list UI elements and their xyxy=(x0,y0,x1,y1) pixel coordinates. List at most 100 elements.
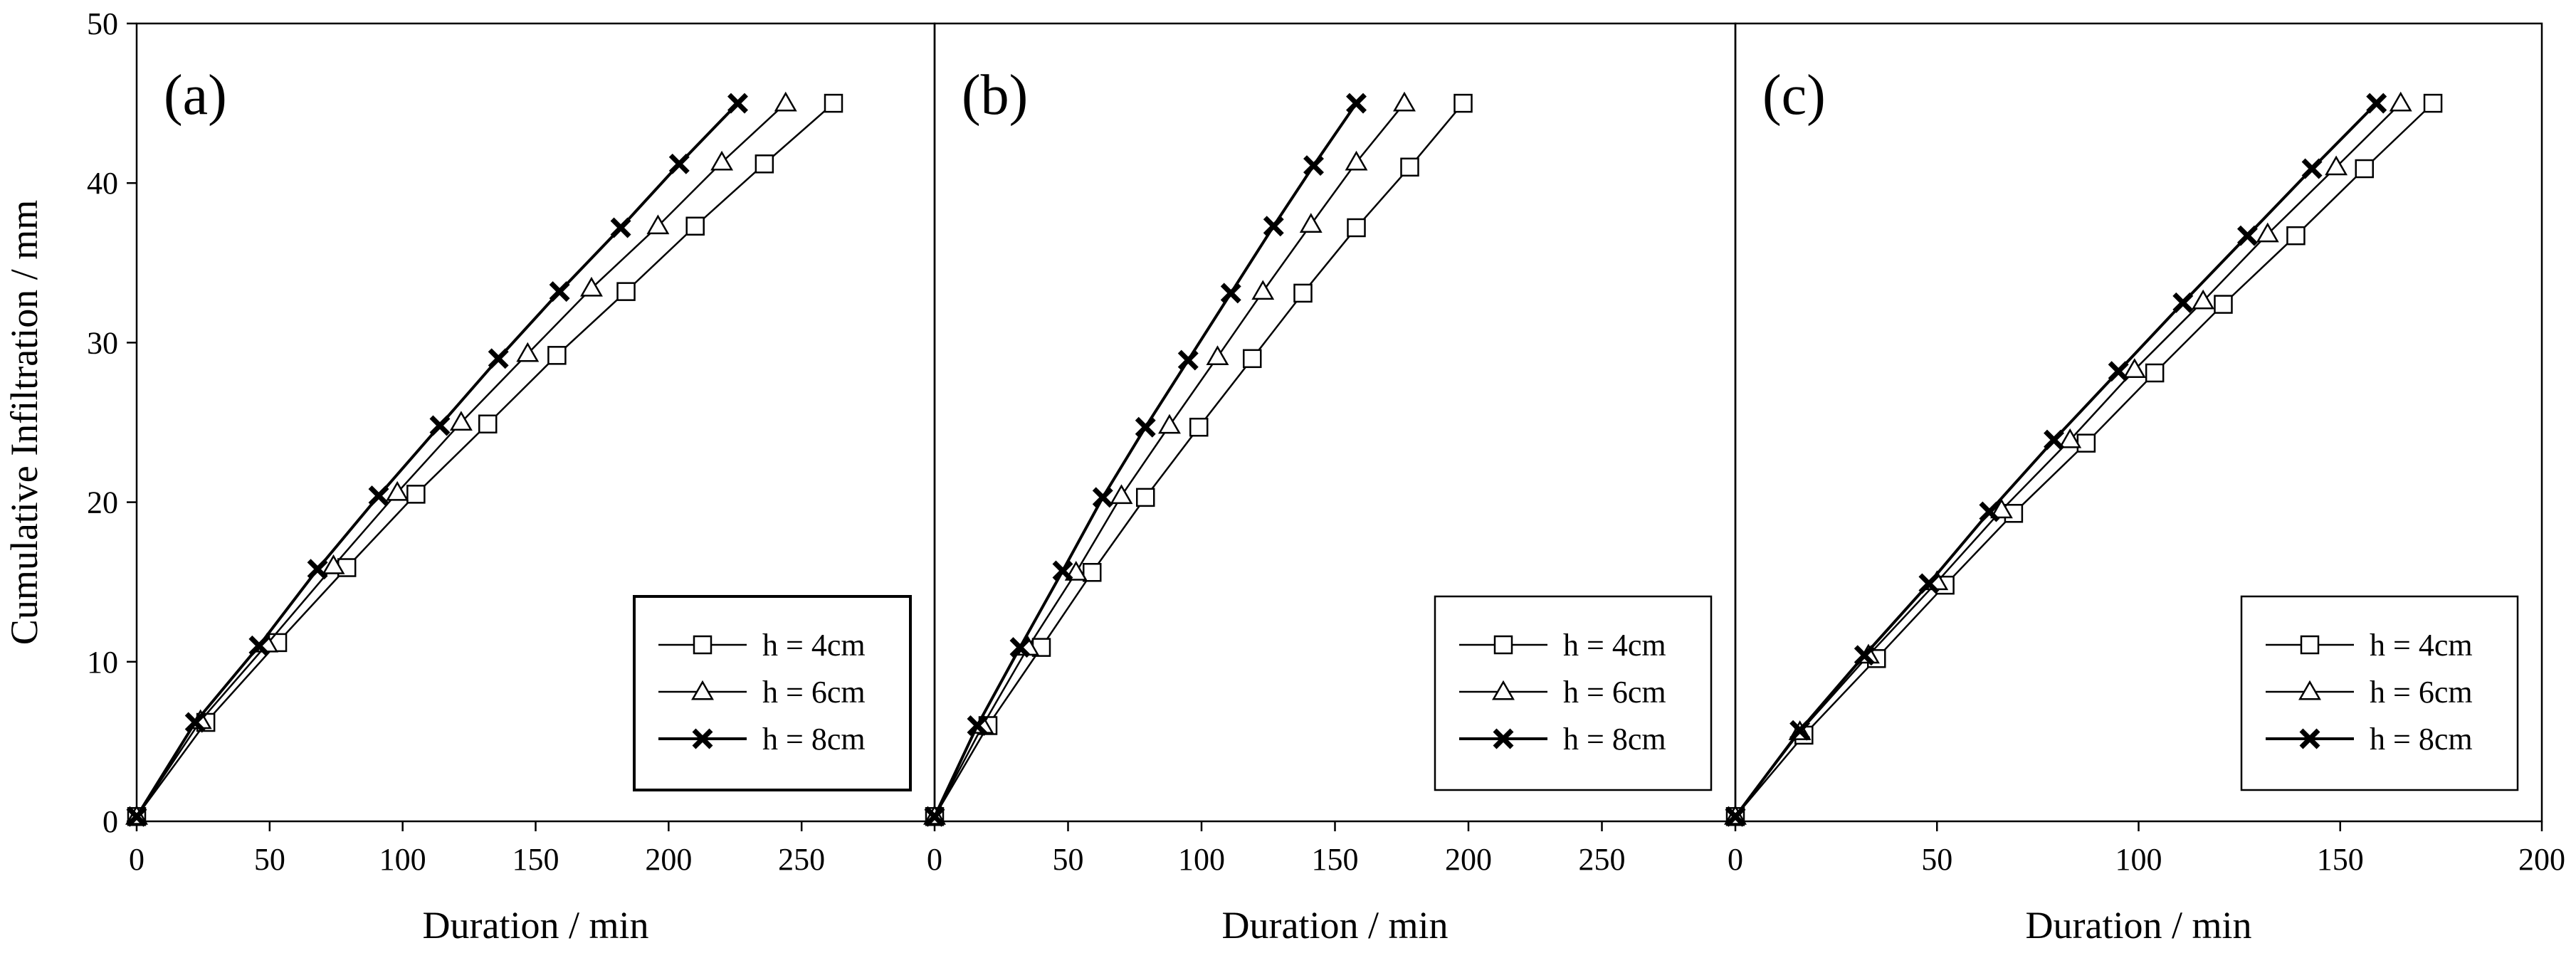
data-point xyxy=(685,216,705,236)
legend-entry: h = 8cm xyxy=(2266,722,2473,757)
x-tick-label: 200 xyxy=(1445,842,1492,877)
data-point xyxy=(386,480,409,501)
data-point xyxy=(1136,488,1155,507)
series-x xyxy=(924,93,1367,827)
data-point xyxy=(1303,155,1324,177)
data-point xyxy=(1009,637,1031,658)
data-point xyxy=(1052,560,1073,581)
legend-marker xyxy=(1492,680,1515,700)
legend-box xyxy=(2240,595,2519,791)
data-point xyxy=(1158,414,1181,434)
data-point xyxy=(1989,498,2013,519)
data-point xyxy=(967,715,988,736)
data-point xyxy=(549,281,570,302)
series-line xyxy=(933,102,1464,817)
panel-label: (c) xyxy=(1762,64,1826,127)
data-point xyxy=(924,806,945,827)
data-point xyxy=(2366,93,2387,114)
data-point xyxy=(774,91,797,112)
data-point xyxy=(126,806,147,827)
x-tick-label: 100 xyxy=(379,842,426,877)
data-point xyxy=(2123,358,2146,378)
data-point xyxy=(1400,157,1419,177)
y-tick-label: 10 xyxy=(87,645,118,680)
data-point xyxy=(2301,158,2323,179)
series-square xyxy=(925,93,1473,826)
legend-marker xyxy=(692,728,713,749)
data-point xyxy=(1110,484,1133,505)
legend-label: h = 6cm xyxy=(762,675,866,710)
data-point xyxy=(429,415,451,436)
x-tick-label: 200 xyxy=(2518,842,2565,877)
data-point xyxy=(2256,222,2279,243)
legend-marker xyxy=(2300,635,2320,655)
panel-label: (b) xyxy=(962,64,1028,127)
x-tick-label: 100 xyxy=(1178,842,1225,877)
data-point xyxy=(1064,560,1088,581)
data-point xyxy=(1293,283,1313,303)
data-point xyxy=(616,282,636,301)
data-point xyxy=(1345,150,1368,171)
data-point xyxy=(1263,216,1284,237)
legend-marker xyxy=(693,635,713,655)
legend: h = 4cm h = 6cm h = 8cm xyxy=(2240,595,2519,791)
legend-entry: h = 6cm xyxy=(658,675,866,710)
legend: h = 4cm h = 6cm h = 8cm xyxy=(1434,595,1713,791)
series-line xyxy=(933,102,1405,817)
legend-label: h = 4cm xyxy=(2370,628,2473,663)
x-tick-label: 100 xyxy=(2115,842,2162,877)
data-point xyxy=(2172,292,2194,313)
legend: h = 4cm h = 6cm h = 8cm xyxy=(633,595,912,791)
data-point xyxy=(1979,501,2000,522)
x-tick-label: 200 xyxy=(645,842,692,877)
data-point xyxy=(1251,280,1275,300)
data-point xyxy=(824,93,843,113)
y-tick-label: 50 xyxy=(87,6,118,41)
legend-entry: h = 4cm xyxy=(1459,628,1666,663)
data-point xyxy=(1189,417,1209,437)
y-axis-title: Cumulative Infiltration / mm xyxy=(3,200,46,645)
data-point xyxy=(2059,428,2082,448)
data-point xyxy=(307,559,328,580)
data-point xyxy=(2044,429,2065,451)
legend-box xyxy=(633,595,912,791)
x-tick-label: 150 xyxy=(512,842,559,877)
series-triangle xyxy=(125,91,797,825)
data-point xyxy=(1206,345,1229,366)
legend-label: h = 6cm xyxy=(2370,675,2473,710)
legend-entry: h = 8cm xyxy=(658,722,866,757)
series-x xyxy=(1725,93,2387,827)
x-axis-title: Duration / min xyxy=(423,904,649,947)
legend-entry: h = 4cm xyxy=(658,628,866,663)
data-point xyxy=(1220,283,1241,304)
x-tick-label: 150 xyxy=(1312,842,1359,877)
data-point xyxy=(2325,155,2348,176)
data-point xyxy=(2423,93,2443,113)
data-point xyxy=(488,348,509,369)
x-tick-label: 250 xyxy=(778,842,825,877)
data-point xyxy=(727,93,748,114)
data-point xyxy=(1243,349,1262,369)
legend-entry: h = 4cm xyxy=(2266,628,2473,663)
data-point xyxy=(580,276,603,297)
data-point xyxy=(1346,93,1367,114)
legend-marker xyxy=(2299,728,2320,749)
y-tick-label: 20 xyxy=(87,485,118,520)
series-square xyxy=(127,93,843,826)
data-point xyxy=(449,411,473,431)
x-tick-label: 50 xyxy=(1053,842,1084,877)
data-point xyxy=(1177,349,1199,371)
data-point xyxy=(516,342,540,362)
data-point xyxy=(646,214,670,235)
legend-entry: h = 8cm xyxy=(1459,722,1666,757)
legend-label: h = 8cm xyxy=(762,722,866,757)
y-tick-label: 30 xyxy=(87,325,118,360)
data-point xyxy=(478,414,498,433)
data-point xyxy=(1299,213,1323,233)
legend-label: h = 8cm xyxy=(1563,722,1666,757)
series-x xyxy=(126,93,748,827)
x-tick-label: 0 xyxy=(129,842,144,877)
